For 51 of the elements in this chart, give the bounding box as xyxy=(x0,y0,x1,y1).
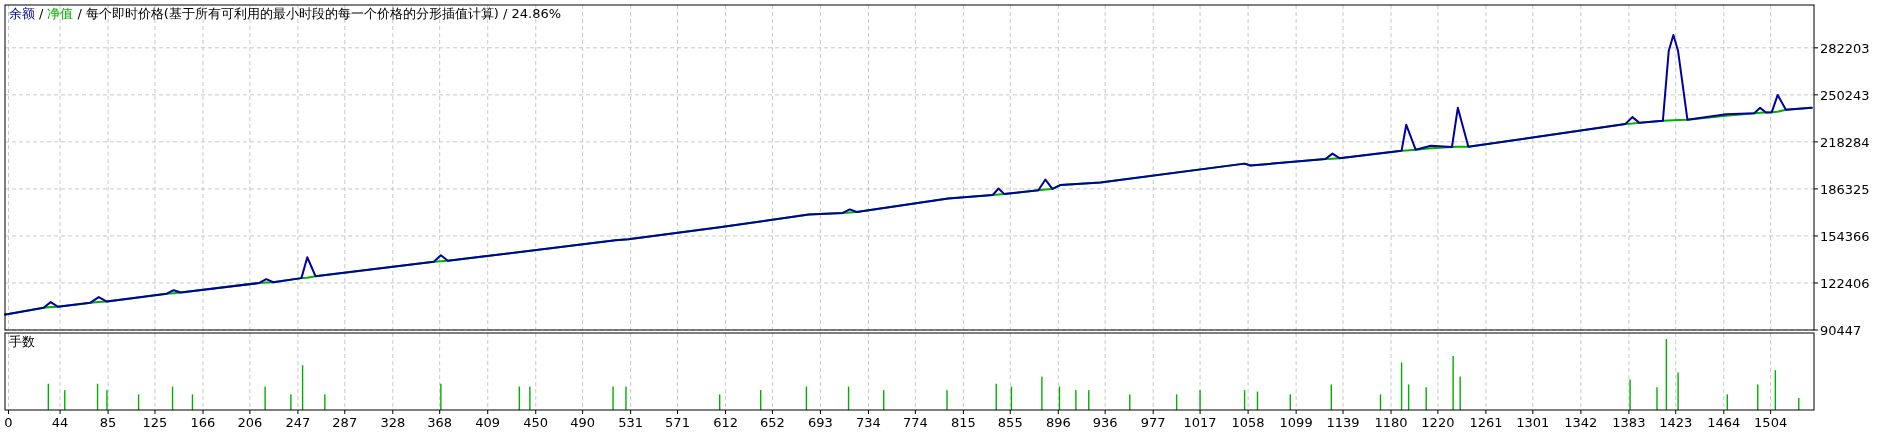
y-tick-label: 90447 xyxy=(1820,323,1862,338)
x-tick-label: 855 xyxy=(997,415,1023,430)
text: / xyxy=(77,6,82,21)
x-tick-label: 206 xyxy=(237,415,263,430)
x-tick-label: 490 xyxy=(570,415,596,430)
y-tick-label: 186325 xyxy=(1820,181,1870,197)
y-tick-label: 282203 xyxy=(1820,40,1870,56)
x-tick-label: 1423 xyxy=(1659,415,1693,430)
x-tick-label: 571 xyxy=(665,415,690,430)
x-tick-label: 1180 xyxy=(1374,415,1408,430)
x-tick-label: 328 xyxy=(380,415,406,430)
text: 余额 xyxy=(9,6,35,21)
y-tick-label: 122406 xyxy=(1820,275,1870,291)
text: 净值 xyxy=(47,6,74,21)
x-tick-label: 693 xyxy=(808,415,833,430)
x-tick-label: 1301 xyxy=(1516,415,1550,430)
x-tick-label: 287 xyxy=(332,415,358,430)
y-tick-label: 218284 xyxy=(1820,134,1870,150)
x-tick-label: 896 xyxy=(1045,415,1071,430)
chart-title: 手数 xyxy=(9,334,35,349)
x-tick-label: 1058 xyxy=(1231,415,1265,430)
x-tick-label: 1504 xyxy=(1754,415,1788,430)
x-tick-label: 652 xyxy=(760,415,785,430)
x-tick-label: 247 xyxy=(285,415,311,430)
x-tick-label: 936 xyxy=(1092,415,1118,430)
x-tick-label: 1464 xyxy=(1707,415,1741,430)
x-tick-label: 1220 xyxy=(1421,415,1455,430)
x-tick-label: 85 xyxy=(99,415,117,430)
x-tick-label: 612 xyxy=(713,415,738,430)
y-tick-label: 154366 xyxy=(1820,228,1870,244)
x-tick-label: 1383 xyxy=(1612,415,1646,430)
x-tick-label: 531 xyxy=(618,415,644,430)
x-tick-label: 368 xyxy=(427,415,453,430)
x-tick-label: 1342 xyxy=(1564,415,1598,430)
annotation: / xyxy=(39,6,44,21)
chart-title: 每个即时价格(基于所有可利用的最小时段的每一个价格的分形插值计算) / 24.86% xyxy=(85,6,562,21)
x-tick-label: 44 xyxy=(51,415,69,430)
y-tick-label: 250243 xyxy=(1820,87,1870,103)
x-tick-label: 0 xyxy=(4,415,13,430)
x-tick-label: 450 xyxy=(523,415,549,430)
x-tick-label: 1139 xyxy=(1326,415,1360,430)
x-tick-label: 977 xyxy=(1140,415,1166,430)
x-tick-label: 734 xyxy=(856,415,881,430)
x-tick-label: 774 xyxy=(902,415,928,430)
x-tick-label: 1099 xyxy=(1279,415,1313,430)
x-tick-label: 1261 xyxy=(1469,415,1503,430)
x-tick-label: 409 xyxy=(475,415,501,430)
x-tick-label: 166 xyxy=(190,415,216,430)
x-tick-label: 1017 xyxy=(1183,415,1217,430)
x-tick-label: 125 xyxy=(142,415,168,430)
x-tick-label: 815 xyxy=(950,415,976,430)
